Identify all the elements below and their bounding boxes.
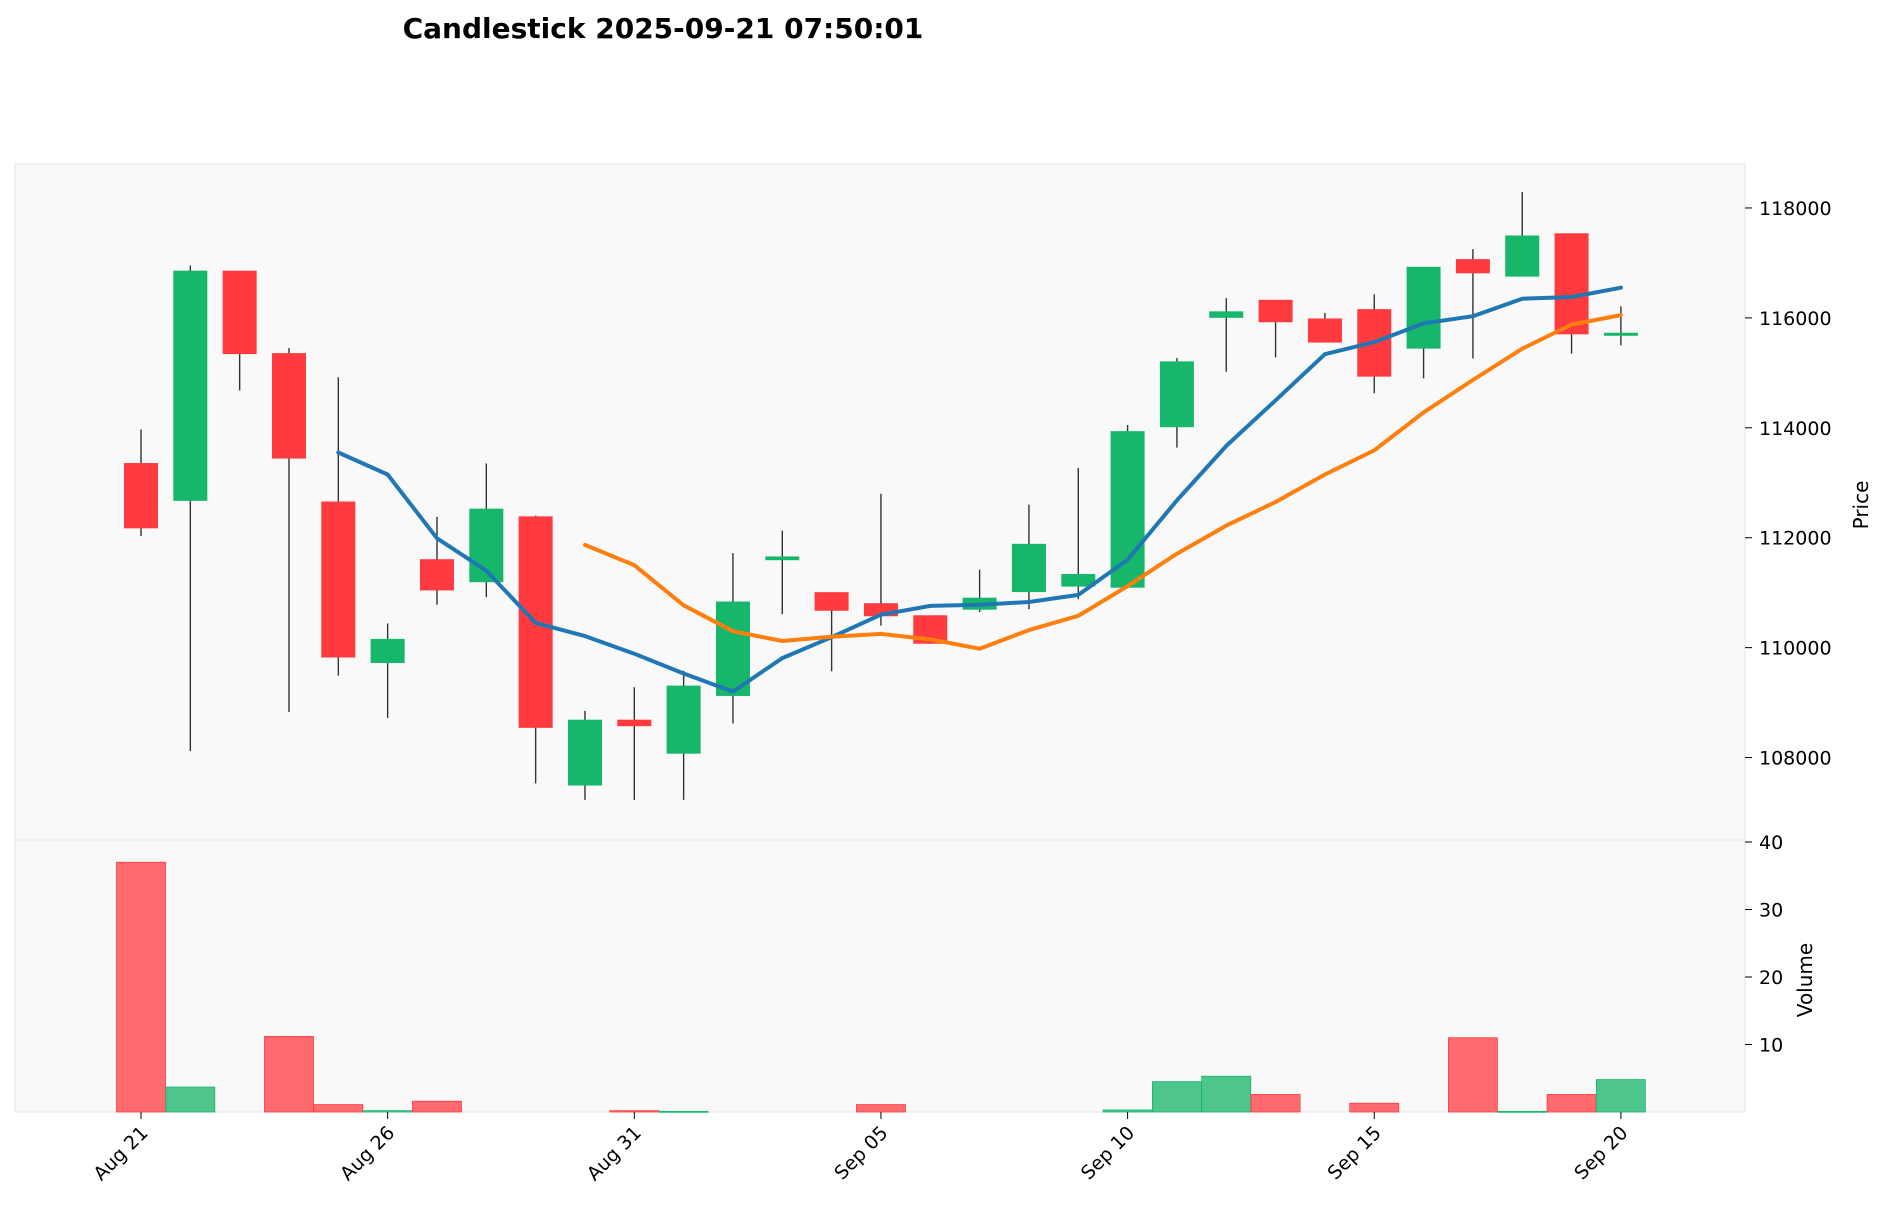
moving-average-short-line [336,285,1623,694]
volume-bar [1546,1094,1597,1113]
candle-body [271,353,306,459]
x-tick-label: Aug 31 [583,1122,646,1185]
candle-body [173,270,208,501]
candle-body [124,463,158,529]
chart-title: Candlestick 2025-09-21 07:50:01 [403,12,924,45]
x-tick-label: Sep 10 [1077,1122,1139,1184]
volume-bar [264,1036,314,1113]
candle-body [1554,233,1589,335]
volume-bar [313,1104,364,1113]
candle-body [1061,574,1096,587]
volume-panel: 10 20 30 40 [14,832,1783,1113]
candle-body [1406,266,1441,349]
volume-bar [1349,1102,1400,1113]
volume-bar [1201,1075,1252,1113]
volume-bar [1448,1037,1498,1113]
x-tick-label: Aug 26 [336,1122,399,1185]
candle-body [1159,361,1194,428]
candle-body [321,501,356,658]
candle-body [1603,332,1638,336]
price-tick-label: 112000 [1759,528,1832,550]
candle-body [1505,235,1540,277]
volume-bar [658,1110,709,1113]
candle-body [715,601,750,696]
price-axis-label: Price [1849,481,1873,530]
candle-body [370,638,405,663]
candle-body [1307,318,1342,343]
candle-body [222,270,257,355]
candle-body [1258,299,1293,323]
price-tick-label: 108000 [1759,748,1832,770]
volume-tick-label: 10 [1759,1035,1783,1057]
volume-axis-label: Volume [1793,943,1817,1017]
volume-bar [1152,1081,1202,1113]
candle-body [419,559,454,591]
volume-bar [1250,1094,1301,1113]
candle-body [1455,259,1490,274]
volume-tick-label: 40 [1759,832,1783,854]
x-tick-label: Aug 21 [89,1122,152,1185]
price-panel: 108000 110000 112000 114000 116000 118000 [14,163,1832,841]
candle-body [666,685,701,754]
price-tick-label: 114000 [1759,418,1832,440]
price-tick-label: 118000 [1759,198,1832,220]
candle-body [1209,311,1244,318]
volume-bar [165,1086,216,1113]
volume-bar [1497,1110,1548,1113]
price-tick-label: 110000 [1759,638,1832,660]
price-tick-label: 116000 [1759,308,1832,330]
volume-bar [412,1100,462,1113]
candle-body [1110,431,1145,588]
volume-bar [1102,1109,1153,1113]
x-tick-label: Sep 20 [1570,1122,1632,1184]
candle-body [814,592,849,611]
x-tick-label: Sep 05 [830,1122,892,1184]
volume-bar [116,861,166,1113]
candle-body [1011,543,1046,593]
candle-body [765,556,800,561]
price-plot-area [14,163,1746,841]
volume-bar [362,1110,413,1113]
volume-bar [1596,1079,1646,1113]
volume-bar [609,1110,660,1113]
candle-body [567,719,602,786]
x-axis: Aug 21 Aug 26 Aug 31 Sep 05 Sep 10 Sep 15 Sep … [89,1112,1632,1185]
volume-bar [856,1104,906,1113]
x-tick-label: Sep 15 [1324,1122,1386,1184]
volume-tick-label: 30 [1759,900,1783,922]
volume-tick-label: 20 [1759,967,1783,989]
moving-average-long-line [583,313,1623,651]
candle-body [617,719,652,727]
